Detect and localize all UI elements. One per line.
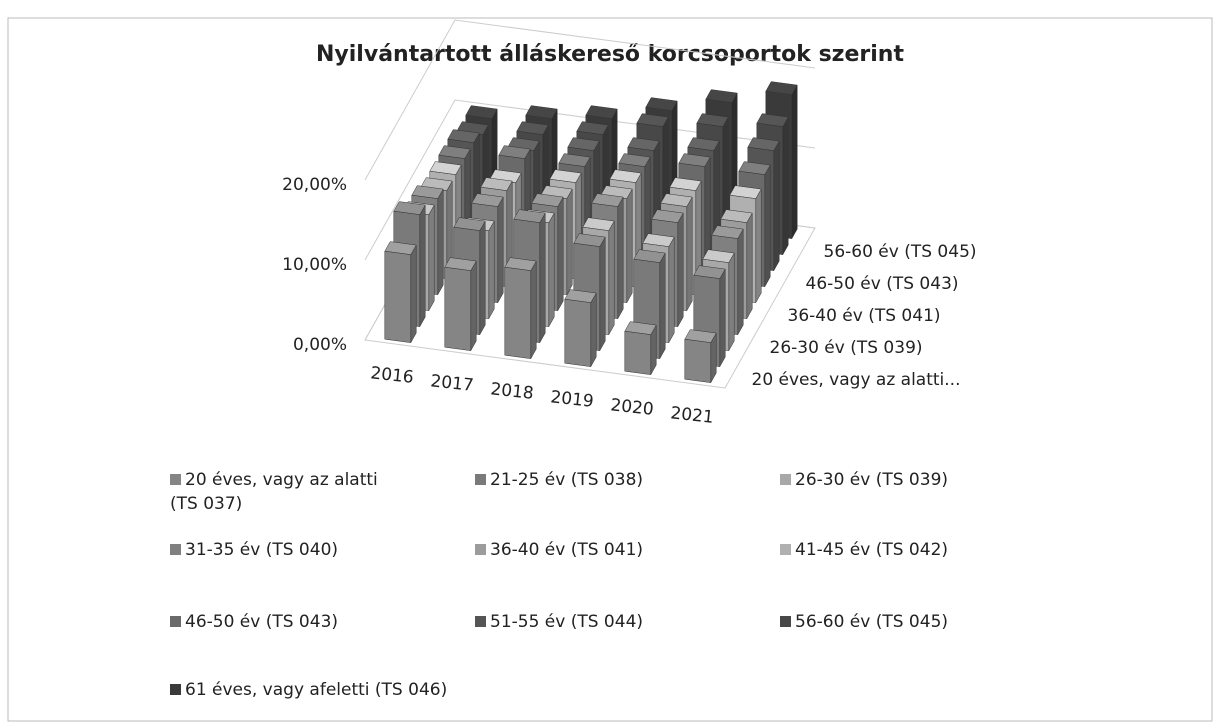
depth-label: 56-60 év (TS 045) [824,242,977,262]
x-tick-label: 2020 [609,395,654,419]
legend-swatch [170,474,181,485]
bar-side [755,188,762,304]
bar-side [773,140,780,272]
legend-label: 56-60 év (TS 045) [795,612,949,632]
bar-side [437,188,444,296]
legend-swatch [475,544,486,555]
legend-item: 46-50 év (TS 043) [170,610,410,634]
chart-title: Nyilvántartott álláskereső korcsoportok … [316,42,904,67]
legend-item: 51-55 év (TS 044) [475,610,715,634]
bar-side [566,188,573,296]
depth-label: 46-50 év (TS 043) [806,274,959,294]
x-tick-label: 2017 [429,371,474,395]
bar-side [557,196,564,312]
bar-side [530,260,537,360]
legend-item: 36-40 év (TS 041) [475,538,715,562]
depth-label: 20 éves, vagy az alatti... [752,370,961,390]
bar-side [746,212,753,320]
bar-side [686,196,693,312]
x-tick-label: 2016 [369,363,414,387]
y-tick-label: 0,00% [293,335,347,355]
bar-side [599,236,606,352]
y-tick-label: 10,00% [282,255,347,275]
legend-swatch [780,544,791,555]
legend-swatch [170,684,181,695]
bar [624,330,652,375]
bar-side [677,212,684,328]
bar-side [764,164,771,288]
legend-swatch [475,474,486,485]
bar-side [668,236,675,344]
depth-label: 26-30 év (TS 039) [770,338,923,358]
legend-label: 46-50 év (TS 043) [185,612,339,632]
depth-label: 36-40 év (TS 041) [788,306,941,326]
x-tick-label: 2019 [549,387,594,411]
legend-label: 20 éves, vagy az alatti (TS 037) [170,470,378,514]
bar-side [479,220,486,336]
legend-item: 61 éves, vagy afeletti (TS 046) [170,678,530,702]
bar [444,266,472,351]
y-tick-label: 20,00% [282,175,347,195]
x-tick-label: 2021 [669,403,714,427]
legend-swatch [475,616,486,627]
legend-swatch [170,616,181,627]
legend-label: 36-40 év (TS 041) [490,540,644,560]
bar [384,250,412,343]
legend-swatch [780,616,791,627]
legend-item: 41-45 év (TS 042) [780,538,1020,562]
bar-side [728,252,735,352]
bar-side [419,204,426,328]
bar-side [608,220,615,336]
legend-item: 26-30 év (TS 039) [780,468,1020,492]
legend-label: 41-45 év (TS 042) [795,540,949,560]
legend-label: 61 éves, vagy afeletti (TS 046) [185,680,448,700]
legend-item: 31-35 év (TS 040) [170,538,410,562]
bar-side [539,212,546,344]
legend-swatch [170,544,181,555]
bar-side [617,196,624,320]
grid-line [364,99,816,261]
bar-side [410,244,417,344]
bar-side [659,252,666,360]
legend-label: 31-35 év (TS 040) [185,540,339,560]
legend-label: 51-55 év (TS 044) [490,612,644,632]
bar-side [497,196,504,304]
legend-label: 21-25 év (TS 038) [490,470,644,490]
grid-line [364,19,816,181]
legend-label: 26-30 év (TS 039) [795,470,949,490]
bar-side [737,228,744,336]
bar [504,266,532,359]
bar-side [428,204,435,312]
bar-side [719,268,726,368]
bar-side [782,116,789,256]
bar-side [590,292,597,368]
x-tick-label: 2018 [489,379,534,403]
bar-side [791,84,798,240]
bar [564,298,592,367]
bar [684,338,712,383]
bar-side [470,260,477,352]
bar-side [626,188,633,304]
bar-side [488,220,495,320]
legend-item: 56-60 év (TS 045) [780,610,1020,634]
legend-item: 21-25 év (TS 038) [475,468,715,492]
legend-swatch [780,474,791,485]
bar-side [548,212,555,328]
legend-item: 20 éves, vagy az alatti (TS 037) [170,468,410,516]
